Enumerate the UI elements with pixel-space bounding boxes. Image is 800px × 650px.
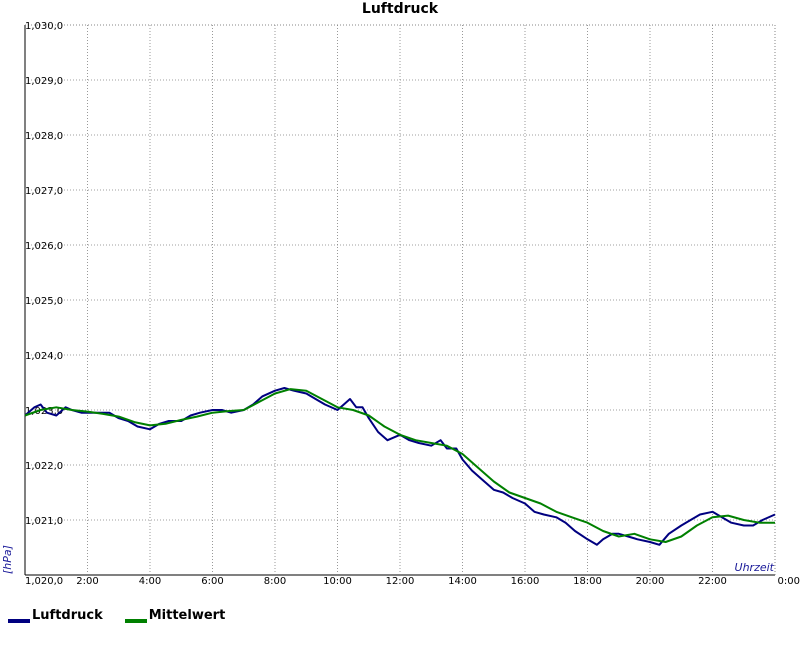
y-axis-ticks: 1,020,0 1,021,0 1,022,0 1,023,0 1,024,0 1,025… xyxy=(25,21,63,587)
chart-title: Luftdruck xyxy=(362,1,439,17)
x-axis-label: Uhrzeit xyxy=(735,561,775,574)
x-tick-label: 12:00 xyxy=(386,576,415,587)
y-tick-label: 1,028,0 xyxy=(25,131,63,142)
legend-swatch-mittelwert xyxy=(124,618,147,623)
y-tick-label: 1,022,0 xyxy=(25,461,63,472)
x-tick-label: 6:00 xyxy=(201,576,223,587)
grid-lines xyxy=(25,24,776,575)
y-tick-label: 1,020,0 xyxy=(25,576,63,587)
x-tick-label: 18:00 xyxy=(573,576,602,587)
legend-item-mittelwert: Mittelwert xyxy=(124,608,226,623)
x-tick-label: 14:00 xyxy=(448,576,477,587)
x-tick-label: 16:00 xyxy=(511,576,540,587)
series-lines xyxy=(24,387,776,546)
y-tick-label: 1,027,0 xyxy=(25,186,63,197)
y-tick-label: 1,023,0 xyxy=(25,406,63,417)
legend-label-mittelwert: Mittelwert xyxy=(148,608,226,623)
y-tick-label: 1,024,0 xyxy=(25,351,63,362)
x-tick-label: 0:00 xyxy=(778,576,800,587)
x-tick-label: 10:00 xyxy=(323,576,352,587)
x-tick-label: 22:00 xyxy=(698,576,727,587)
legend-label-luftdruck: Luftdruck xyxy=(32,608,103,623)
legend-item-luftdruck: Luftdruck xyxy=(8,608,103,623)
y-tick-label: 1,030,0 xyxy=(25,21,63,32)
y-axis-label: [hPa] xyxy=(1,545,14,574)
x-tick-label: 20:00 xyxy=(636,576,665,587)
x-tick-label: 8:00 xyxy=(264,576,286,587)
legend: Luftdruck Mittelwert xyxy=(8,608,247,623)
series-line-mittelwert xyxy=(24,388,775,543)
x-axis-ticks: 2:00 4:00 6:00 8:00 10:00 12:00 14:00 16:00 18:0… xyxy=(76,576,800,587)
y-tick-label: 1,025,0 xyxy=(25,296,63,307)
x-tick-label: 2:00 xyxy=(76,576,98,587)
y-tick-label: 1,021,0 xyxy=(25,516,63,527)
legend-swatch-luftdruck xyxy=(8,618,30,623)
x-tick-label: 4:00 xyxy=(139,576,161,587)
y-tick-label: 1,029,0 xyxy=(25,76,63,87)
y-tick-label: 1,026,0 xyxy=(25,241,63,252)
series-line-luftdruck xyxy=(24,387,776,546)
